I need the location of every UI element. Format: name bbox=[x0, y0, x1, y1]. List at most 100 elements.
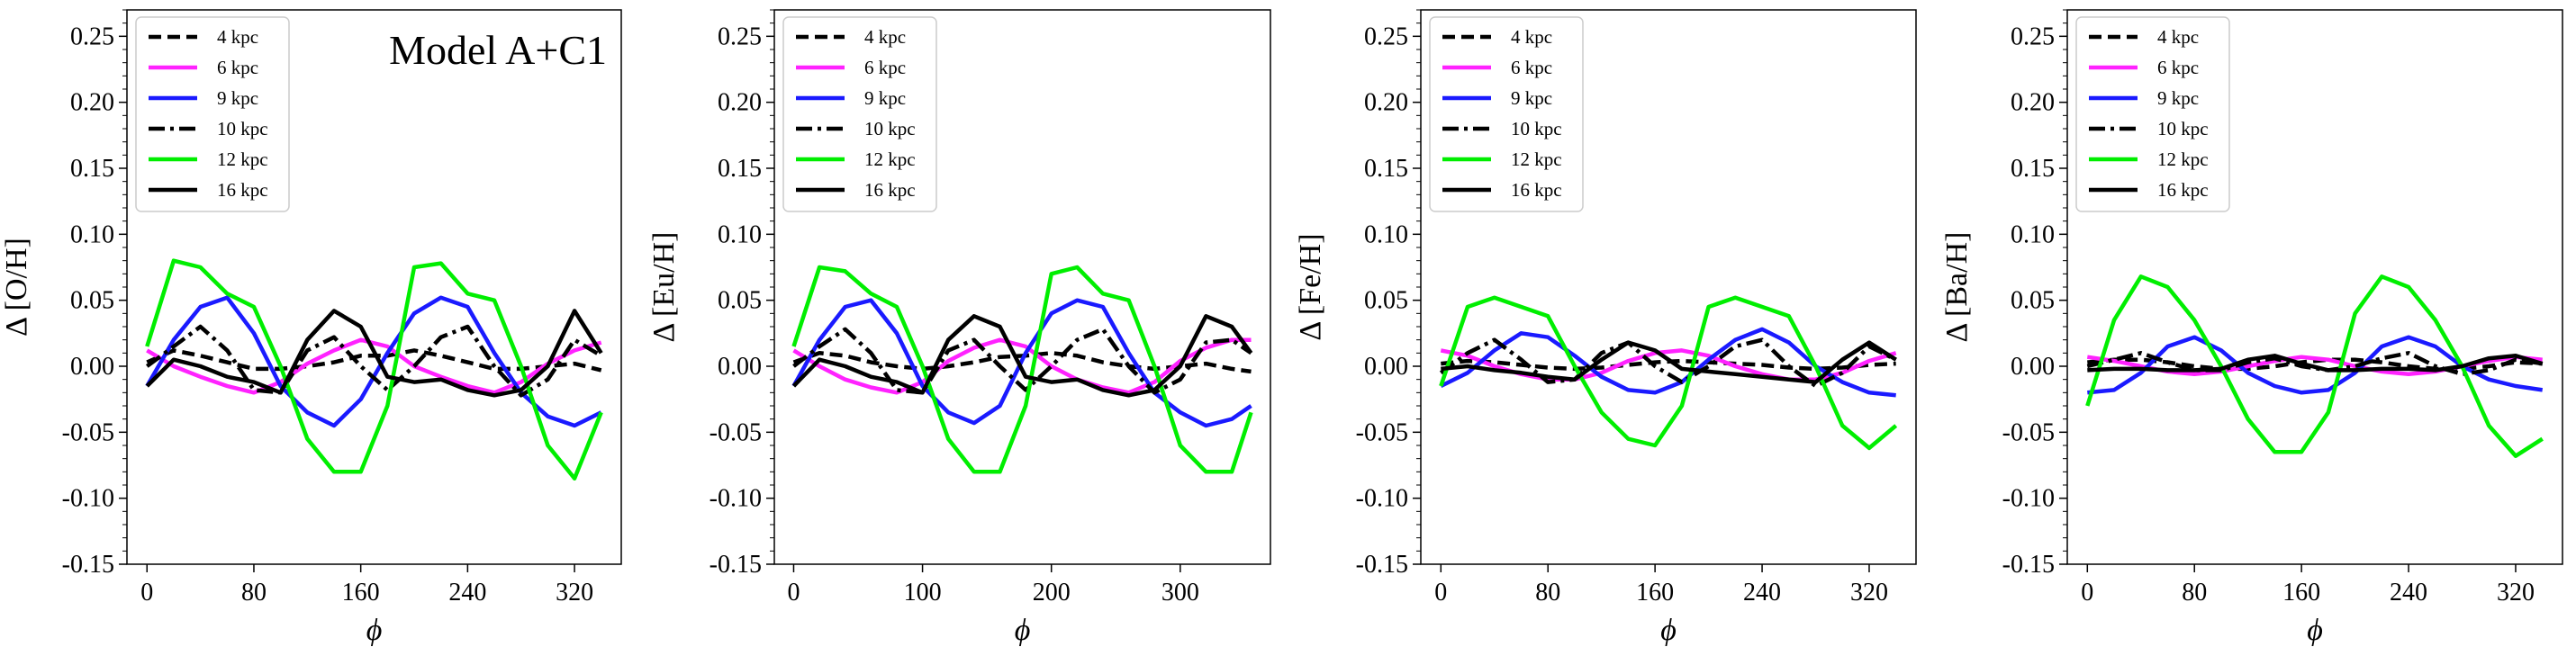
x-tick-label: 240 bbox=[2390, 579, 2427, 607]
x-tick-label: 320 bbox=[556, 579, 593, 607]
y-tick-label: 0.00 bbox=[718, 353, 762, 381]
series-line-9-kpc bbox=[2087, 335, 2544, 395]
x-tick-label: 320 bbox=[1850, 579, 1888, 607]
x-tick-label: 0 bbox=[2081, 579, 2093, 607]
chart-panel-0: -0.15 -0.10 -0.05 0.00 0.05 0.10 0.15 0.20 0.25 0… bbox=[0, 9, 622, 647]
y-tick-label: -0.10 bbox=[2002, 485, 2055, 513]
legend-entry: 16 kpc bbox=[217, 179, 268, 201]
series-line-12-kpc bbox=[145, 258, 603, 481]
series-line-9-kpc bbox=[1440, 327, 1896, 398]
y-tick-label: 0.10 bbox=[2011, 220, 2055, 248]
x-tick-label: 160 bbox=[342, 579, 380, 607]
y-tick-label: 0.20 bbox=[718, 89, 762, 117]
legend-entry: 12 kpc bbox=[864, 148, 916, 170]
legend-entry: 9 kpc bbox=[2157, 87, 2199, 109]
y-tick-label: 0.05 bbox=[718, 287, 762, 315]
y-tick-label: -0.05 bbox=[1356, 418, 1408, 446]
x-tick-label: 0 bbox=[1434, 579, 1447, 607]
legend-entry: 10 kpc bbox=[2157, 118, 2209, 139]
y-tick-label: -0.15 bbox=[62, 551, 114, 579]
x-tick-label: 200 bbox=[1033, 579, 1071, 607]
chart-panel-1: -0.15 -0.10 -0.05 0.00 0.05 0.10 0.15 0.20 0.25 0… bbox=[647, 9, 1271, 647]
plot-frame bbox=[126, 9, 622, 565]
y-tick-label: -0.10 bbox=[62, 485, 114, 513]
legend-entry: 10 kpc bbox=[864, 118, 916, 139]
series-line-12-kpc bbox=[791, 265, 1253, 474]
legend-entry: 6 kpc bbox=[864, 57, 906, 78]
legend-entry: 16 kpc bbox=[2157, 179, 2209, 201]
series-line-10-kpc bbox=[792, 327, 1252, 395]
y-tick-label: 0.15 bbox=[2011, 155, 2055, 183]
y-tick-label: 0.20 bbox=[70, 89, 114, 117]
y-tick-label: -0.10 bbox=[710, 485, 762, 513]
y-tick-label: 0.25 bbox=[718, 22, 762, 50]
legend-entry: 12 kpc bbox=[217, 148, 268, 170]
chart-panel-2: -0.15 -0.10 -0.05 0.00 0.05 0.10 0.15 0.20 0.25 0… bbox=[1294, 9, 1917, 647]
x-axis-label: ϕ bbox=[366, 614, 383, 647]
y-tick-label: 0.00 bbox=[70, 353, 114, 381]
legend-entry: 10 kpc bbox=[217, 118, 268, 139]
y-axis-label: Δ [O/H] bbox=[0, 238, 33, 337]
y-tick-label: 0.25 bbox=[70, 22, 114, 50]
y-tick-label: 0.20 bbox=[1364, 89, 1408, 117]
y-tick-label: -0.05 bbox=[62, 418, 114, 446]
x-tick-label: 160 bbox=[1636, 579, 1674, 607]
legend-entry: 4 kpc bbox=[1511, 26, 1552, 48]
series-line-4-kpc bbox=[1441, 358, 1896, 372]
legend-entry: 16 kpc bbox=[1511, 179, 1562, 201]
y-tick-label: 0.25 bbox=[1364, 22, 1408, 50]
y-tick-label: -0.10 bbox=[1356, 485, 1408, 513]
x-tick-label: 0 bbox=[787, 579, 800, 607]
x-tick-label: 100 bbox=[904, 579, 942, 607]
y-tick-label: -0.05 bbox=[2002, 418, 2055, 446]
y-tick-label: -0.15 bbox=[1356, 551, 1408, 579]
legend-entry: 9 kpc bbox=[217, 87, 258, 109]
y-tick-label: 0.20 bbox=[2011, 89, 2055, 117]
x-tick-label: 320 bbox=[2497, 579, 2535, 607]
series-line-16-kpc bbox=[145, 309, 603, 398]
plot-frame bbox=[773, 9, 1271, 565]
plot-frame bbox=[1420, 9, 1917, 565]
legend-entry: 4 kpc bbox=[2157, 26, 2199, 48]
x-tick-label: 80 bbox=[1535, 579, 1560, 607]
x-tick-label: 0 bbox=[140, 579, 153, 607]
series-line-10-kpc bbox=[1439, 337, 1897, 389]
y-tick-label: -0.15 bbox=[710, 551, 762, 579]
y-tick-label: 0.15 bbox=[718, 155, 762, 183]
y-tick-label: 0.05 bbox=[70, 287, 114, 315]
x-tick-label: 300 bbox=[1161, 579, 1199, 607]
y-tick-label: 0.10 bbox=[718, 220, 762, 248]
y-tick-label: 0.15 bbox=[1364, 155, 1408, 183]
x-tick-label: 80 bbox=[241, 579, 267, 607]
plot-frame bbox=[2066, 9, 2563, 565]
x-axis-label: ϕ bbox=[1015, 614, 1031, 647]
y-tick-label: -0.15 bbox=[2002, 551, 2055, 579]
x-tick-label: 80 bbox=[2182, 579, 2207, 607]
legend-entry: 6 kpc bbox=[2157, 57, 2199, 78]
series-line-6-kpc bbox=[792, 337, 1252, 395]
legend-entry: 12 kpc bbox=[1511, 148, 1562, 170]
y-tick-label: 0.05 bbox=[1364, 287, 1408, 315]
model-annotation: Model A+C1 bbox=[389, 27, 607, 73]
y-tick-label: 0.10 bbox=[1364, 220, 1408, 248]
series-line-16-kpc bbox=[1441, 340, 1897, 384]
y-axis-label: Δ [Fe/H] bbox=[1294, 233, 1327, 340]
chart-panel-3: -0.15 -0.10 -0.05 0.00 0.05 0.10 0.15 0.20 0.25 0… bbox=[1940, 9, 2563, 647]
x-tick-label: 240 bbox=[448, 579, 486, 607]
series-line-16-kpc bbox=[791, 314, 1253, 398]
y-tick-label: 0.00 bbox=[2011, 353, 2055, 381]
legend-entry: 16 kpc bbox=[864, 179, 916, 201]
y-tick-label: 0.05 bbox=[2011, 287, 2055, 315]
x-tick-label: 160 bbox=[2282, 579, 2320, 607]
y-tick-label: 0.00 bbox=[1364, 353, 1408, 381]
series-line-9-kpc bbox=[791, 298, 1252, 428]
series-line-16-kpc bbox=[2087, 354, 2544, 373]
y-tick-label: 0.25 bbox=[2011, 22, 2055, 50]
legend-entry: 9 kpc bbox=[1511, 87, 1552, 109]
y-tick-label: 0.15 bbox=[70, 155, 114, 183]
legend-entry: 4 kpc bbox=[217, 26, 258, 48]
y-axis-label: Δ [Eu/H] bbox=[647, 232, 681, 343]
y-axis-label: Δ [Ba/H] bbox=[1940, 232, 1974, 343]
series-line-12-kpc bbox=[2085, 274, 2544, 458]
